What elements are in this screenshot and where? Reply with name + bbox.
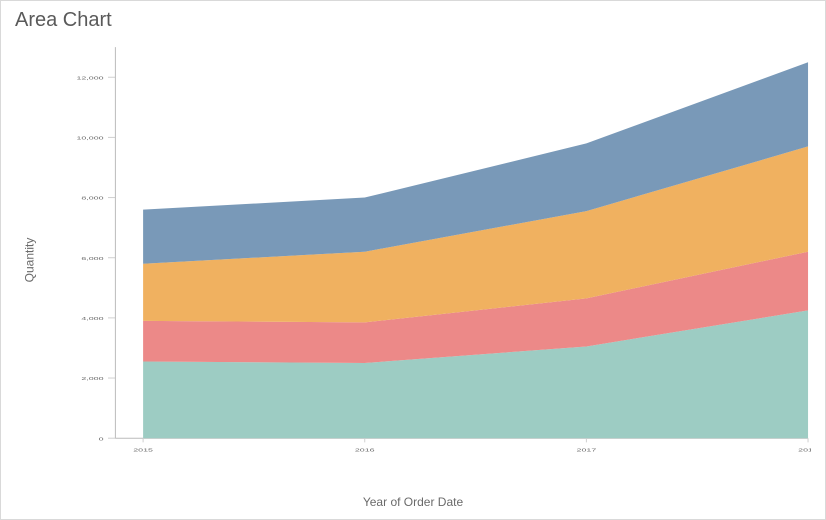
chart-frame: Area Chart Quantity Year of Order Date 0… <box>0 0 826 520</box>
svg-text:2015: 2015 <box>133 447 153 453</box>
area-chart-svg: 0 2,000 4,000 6,000 8,000 10,000 12,000 2015 201… <box>71 43 811 459</box>
svg-text:12,000: 12,000 <box>76 74 103 80</box>
svg-text:10,000: 10,000 <box>76 135 103 141</box>
svg-text:2017: 2017 <box>577 447 597 453</box>
svg-text:0: 0 <box>99 435 104 441</box>
y-axis-label: Quantity <box>22 238 36 283</box>
svg-text:2018: 2018 <box>798 447 811 453</box>
plot-area: 0 2,000 4,000 6,000 8,000 10,000 12,000 2015 201… <box>71 43 811 459</box>
x-axis-label: Year of Order Date <box>1 495 825 509</box>
svg-text:6,000: 6,000 <box>81 255 103 261</box>
svg-text:8,000: 8,000 <box>81 195 103 201</box>
svg-text:4,000: 4,000 <box>81 315 103 321</box>
chart-title: Area Chart <box>15 9 112 32</box>
svg-text:2016: 2016 <box>355 447 375 453</box>
svg-text:2,000: 2,000 <box>81 375 103 381</box>
